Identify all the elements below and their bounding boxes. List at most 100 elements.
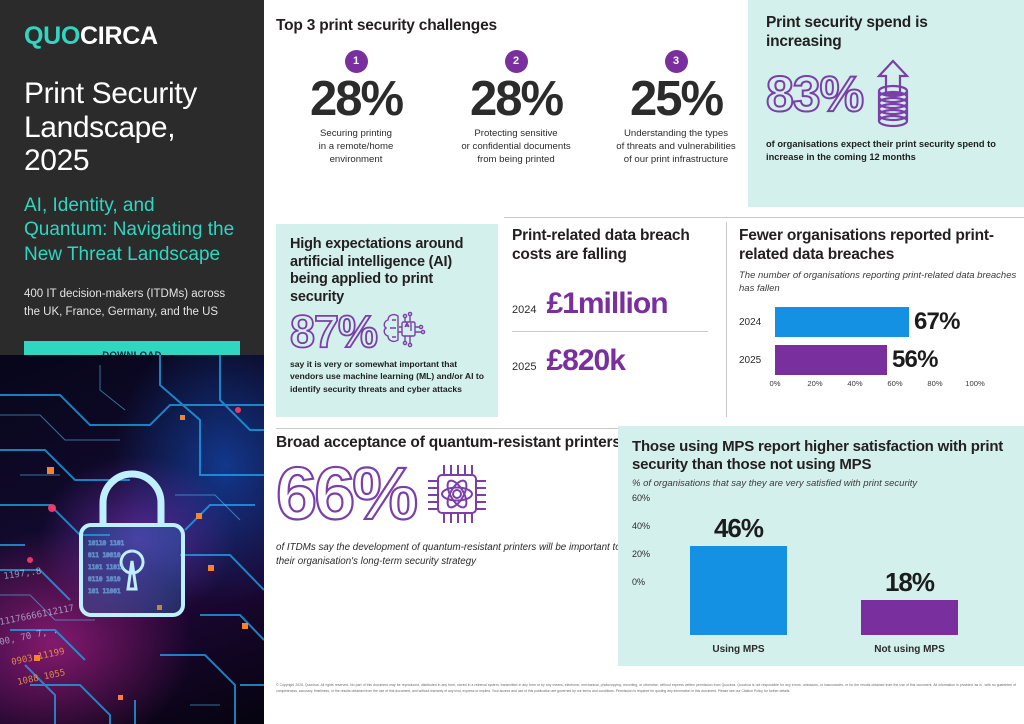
y-tick: 40% <box>632 520 651 531</box>
content-area: Top 3 print security challenges 1 28% Se… <box>264 0 1024 724</box>
x-tick: 20% <box>807 379 823 389</box>
bar-value-label: 67% <box>914 308 960 336</box>
top-challenges-block: Top 3 print security challenges 1 28% Se… <box>276 17 756 167</box>
spend-note: of organisations expect their print secu… <box>766 138 996 163</box>
challenge-item: 3 25% Understanding the types of threats… <box>596 49 756 167</box>
challenge-item: 2 28% Protecting sensitive or confidenti… <box>436 49 596 167</box>
quantum-value: 66% <box>275 451 419 535</box>
y-tick: 20% <box>632 548 651 559</box>
rank-badge: 3 <box>664 49 688 73</box>
logo-quo: QUO <box>24 22 81 50</box>
x-tick: 80% <box>927 379 943 389</box>
svg-text:101 11001: 101 11001 <box>88 588 121 595</box>
ai-figure-row: 87% <box>289 305 486 357</box>
divider-bottom <box>276 428 624 429</box>
footer-copyright: © Copyright 2025, Quocirca. All rights r… <box>276 683 1016 694</box>
chart-row: 2024 67% <box>739 303 1011 341</box>
breach-count-title: Fewer organisations reported print-relat… <box>739 227 994 263</box>
ai-note: say it is very or somewhat important tha… <box>290 358 485 394</box>
divider-vertical <box>726 222 727 417</box>
breach-count-chart-block: Fewer organisations reported print-relat… <box>739 227 1024 393</box>
svg-text:10110 1101: 10110 1101 <box>88 540 125 547</box>
top-challenges-title: Top 3 print security challenges <box>276 17 497 34</box>
cost-divider <box>512 330 708 332</box>
rank-badge: 1 <box>344 49 368 73</box>
y-tick: 60% <box>632 492 651 503</box>
padlock-icon: 10110 1101 011 10010 1101 11011 0110 101… <box>79 470 185 617</box>
bar-value-label: 56% <box>892 346 938 374</box>
mps-subtitle: % of organisations that say they are ver… <box>632 478 918 489</box>
breach-count-subtitle: The number of organisations reporting pr… <box>739 269 1017 294</box>
challenge-description: Securing printing in a remote/home envir… <box>318 127 394 165</box>
middle-row: High expectations around artificial inte… <box>276 217 1024 417</box>
cost-value: £1million <box>546 286 668 320</box>
category-label: Not using MPS <box>874 643 945 655</box>
sample-description: 400 IT decision-makers (ITDMs) across th… <box>24 287 226 318</box>
ai-value: 87% <box>289 305 379 357</box>
bar-track: 67% <box>775 303 975 341</box>
bar-not-using-mps <box>861 599 958 635</box>
x-tick: 0% <box>769 379 781 389</box>
vertical-bar-chart: 0% 20% 40% 60% 46% 18% Using MPS Not usi… <box>632 493 1008 657</box>
x-axis: 0% 20% 40% 60% 80% 100% <box>770 379 985 393</box>
brain-chip-ai-icon <box>383 311 426 348</box>
spend-title: Print security spend is increasing <box>766 14 928 50</box>
challenge-value: 28% <box>469 71 564 126</box>
plot-area: 46% 18% <box>668 510 1008 635</box>
column-not-using-mps: 18% <box>861 567 958 635</box>
spend-figure-row: 83% <box>765 58 1006 130</box>
bar-2025 <box>775 345 887 376</box>
ai-expectations-panel: High expectations around artificial inte… <box>276 224 498 417</box>
breach-cost-title: Print-related data breach costs are fall… <box>512 227 690 263</box>
quantum-figure-row: 66% <box>275 451 628 535</box>
cost-row: 2025 £820k <box>512 332 720 388</box>
sidebar: QUOCIRCA Print Security Landscape, 2025 … <box>0 0 264 724</box>
challenge-description: Understanding the types of threats and v… <box>616 127 736 165</box>
page-title: Print Security Landscape, 2025 <box>24 77 197 178</box>
quantum-chip-atom-icon <box>428 464 487 523</box>
quantum-title: Broad acceptance of quantum-resistant pr… <box>276 434 621 451</box>
cost-year: 2025 <box>512 360 537 373</box>
ai-title: High expectations around artificial inte… <box>290 236 464 306</box>
y-tick: 0% <box>632 576 646 587</box>
bar-category-label: 2025 <box>739 354 762 366</box>
svg-text:1101 11011: 1101 11011 <box>88 564 125 571</box>
rank-badge: 2 <box>504 49 528 73</box>
quantum-note: of ITDMs say the development of quantum-… <box>276 541 621 568</box>
page-subtitle: AI, Identity, and Quantum: Navigating th… <box>24 194 235 266</box>
bar-track: 56% <box>775 341 975 379</box>
breach-cost-block: Print-related data breach costs are fall… <box>512 227 720 388</box>
x-tick: 60% <box>887 379 903 389</box>
bar-category-label: 2024 <box>739 316 762 328</box>
svg-text:011 10010: 011 10010 <box>88 552 121 559</box>
challenge-description: Protecting sensitive or confidential doc… <box>461 127 571 165</box>
svg-text:0903 11199: 0903 11199 <box>11 647 66 668</box>
svg-text:11176666112117: 11176666112117 <box>0 604 75 628</box>
cost-row: 2024 £1million <box>512 283 720 331</box>
chart-row: 2025 56% <box>739 341 1011 379</box>
challenge-item: 1 28% Securing printing in a remote/home… <box>276 49 436 167</box>
x-tick: 40% <box>847 379 863 389</box>
mps-satisfaction-panel: Those using MPS report higher satisfacti… <box>618 426 1024 666</box>
bar-value-label: 46% <box>713 512 764 543</box>
logo-circa: CIRCA <box>80 22 158 50</box>
bar-2024 <box>775 307 909 338</box>
bar-value-label: 18% <box>884 566 935 597</box>
bar-using-mps <box>690 545 787 635</box>
coins-up-arrow-icon <box>876 59 910 127</box>
category-label: Using MPS <box>712 643 765 655</box>
column-using-mps: 46% <box>690 513 787 635</box>
divider-top <box>504 217 1024 218</box>
padlock-circuit-board-photo: 1197,.8 11176666112117 00, 70 7, . 0903 … <box>0 355 264 724</box>
cost-year: 2024 <box>512 303 537 316</box>
spend-value: 83% <box>765 65 865 122</box>
quocirca-logo: QUOCIRCA <box>24 22 240 51</box>
horizontal-bar-chart: 2024 67% 2025 56% 0% <box>739 303 1011 393</box>
circuit-traces-graphic: 1197,.8 11176666112117 00, 70 7, . 0903 … <box>0 355 264 724</box>
svg-text:0110 1010: 0110 1010 <box>88 576 121 583</box>
challenge-value: 25% <box>629 71 724 126</box>
x-tick: 100% <box>965 379 985 389</box>
challenge-value: 28% <box>309 71 404 126</box>
top-challenges-list: 1 28% Securing printing in a remote/home… <box>276 49 756 167</box>
